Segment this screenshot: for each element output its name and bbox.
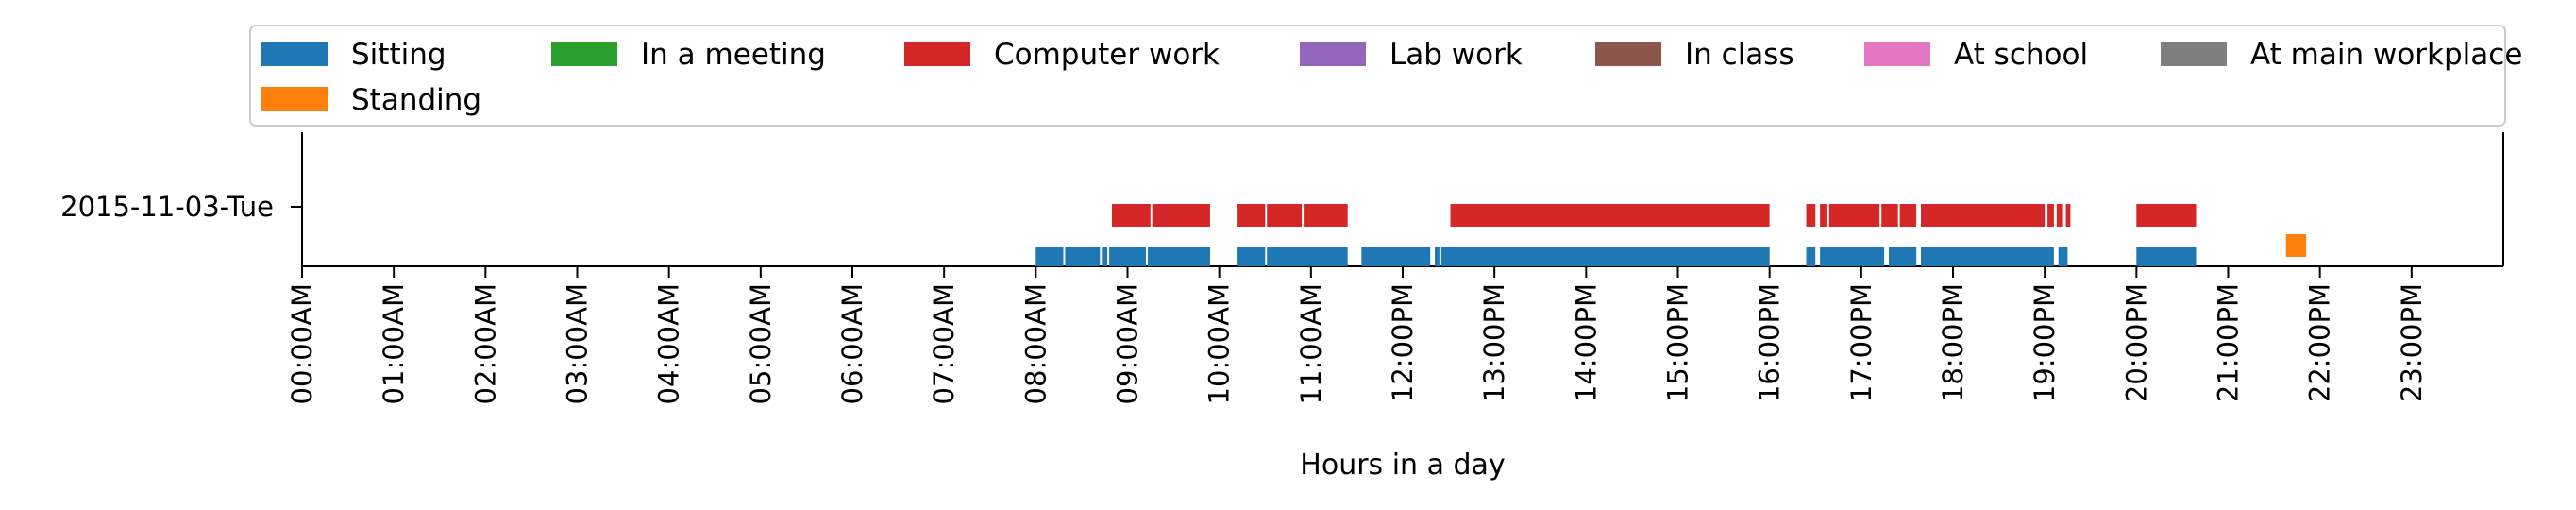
x-tick-label: 06:00AM bbox=[836, 283, 868, 404]
legend-swatch bbox=[2161, 42, 2227, 66]
x-tick-label: 18:00PM bbox=[1937, 283, 1969, 402]
x-tick-label: 04:00AM bbox=[653, 283, 685, 404]
x-tick-label: 02:00AM bbox=[469, 283, 501, 404]
bar-segment bbox=[2136, 204, 2197, 227]
bar-segment bbox=[1820, 247, 1885, 266]
x-tick-label: 09:00AM bbox=[1112, 283, 1144, 404]
legend-swatch bbox=[261, 87, 328, 111]
x-axis: 00:00AM 01:00AM 02:00AM 03:00AM 04:00AM 05:00… bbox=[286, 266, 2428, 404]
legend-label: In a meeting bbox=[641, 38, 826, 72]
legend-item-in-a-meeting: In a meeting bbox=[551, 38, 826, 72]
plot-frame bbox=[301, 132, 2504, 267]
x-tick-label: 14:00PM bbox=[1570, 283, 1602, 402]
bar-segment bbox=[1435, 247, 1440, 266]
bar-segment bbox=[1899, 204, 1917, 227]
legend-item-computer-work: Computer work bbox=[904, 38, 1220, 72]
bar-segment bbox=[1440, 247, 1770, 266]
x-tick-label: 20:00PM bbox=[2120, 283, 2152, 402]
x-tick-label: 12:00PM bbox=[1387, 283, 1419, 402]
x-tick-label: 16:00PM bbox=[1754, 283, 1786, 402]
legend-swatch bbox=[1595, 42, 1661, 66]
bar-segment bbox=[1921, 204, 2046, 227]
bar-segment bbox=[2056, 204, 2063, 227]
bar-segment bbox=[2058, 247, 2068, 266]
legend-label: At school bbox=[1954, 38, 2088, 72]
x-tick-label: 17:00PM bbox=[1845, 283, 1877, 402]
x-tick-label: 23:00PM bbox=[2396, 283, 2428, 402]
legend-item-sitting: Sitting bbox=[261, 38, 446, 72]
legend: Sitting In a meeting Computer work Lab work… bbox=[249, 25, 2522, 127]
bar-segment bbox=[1065, 247, 1101, 266]
x-tick-label: 13:00PM bbox=[1478, 283, 1510, 402]
legend-label: Computer work bbox=[994, 38, 1220, 72]
legend-label: At main workplace bbox=[2250, 38, 2522, 72]
bar-segment bbox=[1820, 204, 1827, 227]
x-tick-label: 01:00AM bbox=[378, 283, 410, 404]
legend-label: Sitting bbox=[351, 38, 446, 72]
y-tick-label: 2015-11-03-Tue bbox=[60, 191, 274, 223]
legend-item-at-school: At school bbox=[1864, 38, 2088, 72]
series-computer-work bbox=[1112, 204, 2197, 227]
legend-swatch bbox=[261, 42, 328, 66]
legend-box bbox=[249, 25, 2506, 127]
x-tick-label: 22:00PM bbox=[2304, 283, 2336, 402]
bar-segment bbox=[1237, 204, 1266, 227]
x-tick-label: 19:00PM bbox=[2029, 283, 2061, 402]
bar-segment bbox=[2065, 204, 2071, 227]
x-tick-label: 00:00AM bbox=[286, 283, 318, 404]
bar-segment bbox=[1152, 204, 1210, 227]
bar-segment bbox=[1102, 247, 1108, 266]
series-sitting bbox=[1035, 247, 2197, 266]
x-tick-label: 11:00AM bbox=[1295, 283, 1327, 404]
x-tick-label: 08:00AM bbox=[1019, 283, 1052, 404]
bar-segment bbox=[1361, 247, 1431, 266]
bar-segment bbox=[1450, 204, 1770, 227]
bar-segment bbox=[1147, 247, 1210, 266]
bar-segment bbox=[1921, 247, 2054, 266]
bar-segment bbox=[1806, 247, 1816, 266]
series-standing bbox=[2285, 234, 2307, 257]
legend-label: Standing bbox=[351, 83, 481, 117]
bar-segment bbox=[1304, 204, 1348, 227]
bar-segment bbox=[1881, 204, 1898, 227]
bar-segment bbox=[1267, 204, 1303, 227]
x-tick-label: 10:00AM bbox=[1204, 283, 1236, 404]
x-tick-label: 15:00PM bbox=[1662, 283, 1694, 402]
x-tick-label: 03:00AM bbox=[562, 283, 594, 404]
legend-item-lab-work: Lab work bbox=[1300, 38, 1523, 72]
bar-segment bbox=[1112, 204, 1151, 227]
activity-bars bbox=[1035, 204, 2307, 266]
x-axis-label: Hours in a day bbox=[1300, 449, 1505, 482]
bar-segment bbox=[1889, 247, 1917, 266]
bar-segment bbox=[2047, 204, 2054, 227]
bar-segment bbox=[1828, 204, 1880, 227]
bar-segment bbox=[1109, 247, 1146, 266]
bar-segment bbox=[1035, 247, 1064, 266]
legend-swatch bbox=[1864, 42, 1930, 66]
legend-label: Lab work bbox=[1389, 38, 1523, 72]
bar-segment bbox=[1237, 247, 1266, 266]
legend-item-at-main-workplace: At main workplace bbox=[2161, 38, 2522, 72]
x-tick-label: 21:00PM bbox=[2213, 283, 2245, 402]
legend-swatch bbox=[904, 42, 970, 66]
x-tick-label: 05:00AM bbox=[745, 283, 777, 404]
y-axis: 2015-11-03-Tue bbox=[60, 191, 302, 223]
bar-segment bbox=[1806, 204, 1816, 227]
legend-label: In class bbox=[1685, 38, 1794, 72]
bar-segment bbox=[1267, 247, 1348, 266]
legend-item-in-class: In class bbox=[1595, 38, 1794, 72]
bar-segment bbox=[2136, 247, 2197, 266]
bar-segment bbox=[2285, 234, 2307, 257]
legend-swatch bbox=[551, 42, 617, 66]
legend-swatch bbox=[1300, 42, 1366, 66]
legend-item-standing: Standing bbox=[261, 83, 481, 117]
x-tick-label: 07:00AM bbox=[928, 283, 960, 404]
